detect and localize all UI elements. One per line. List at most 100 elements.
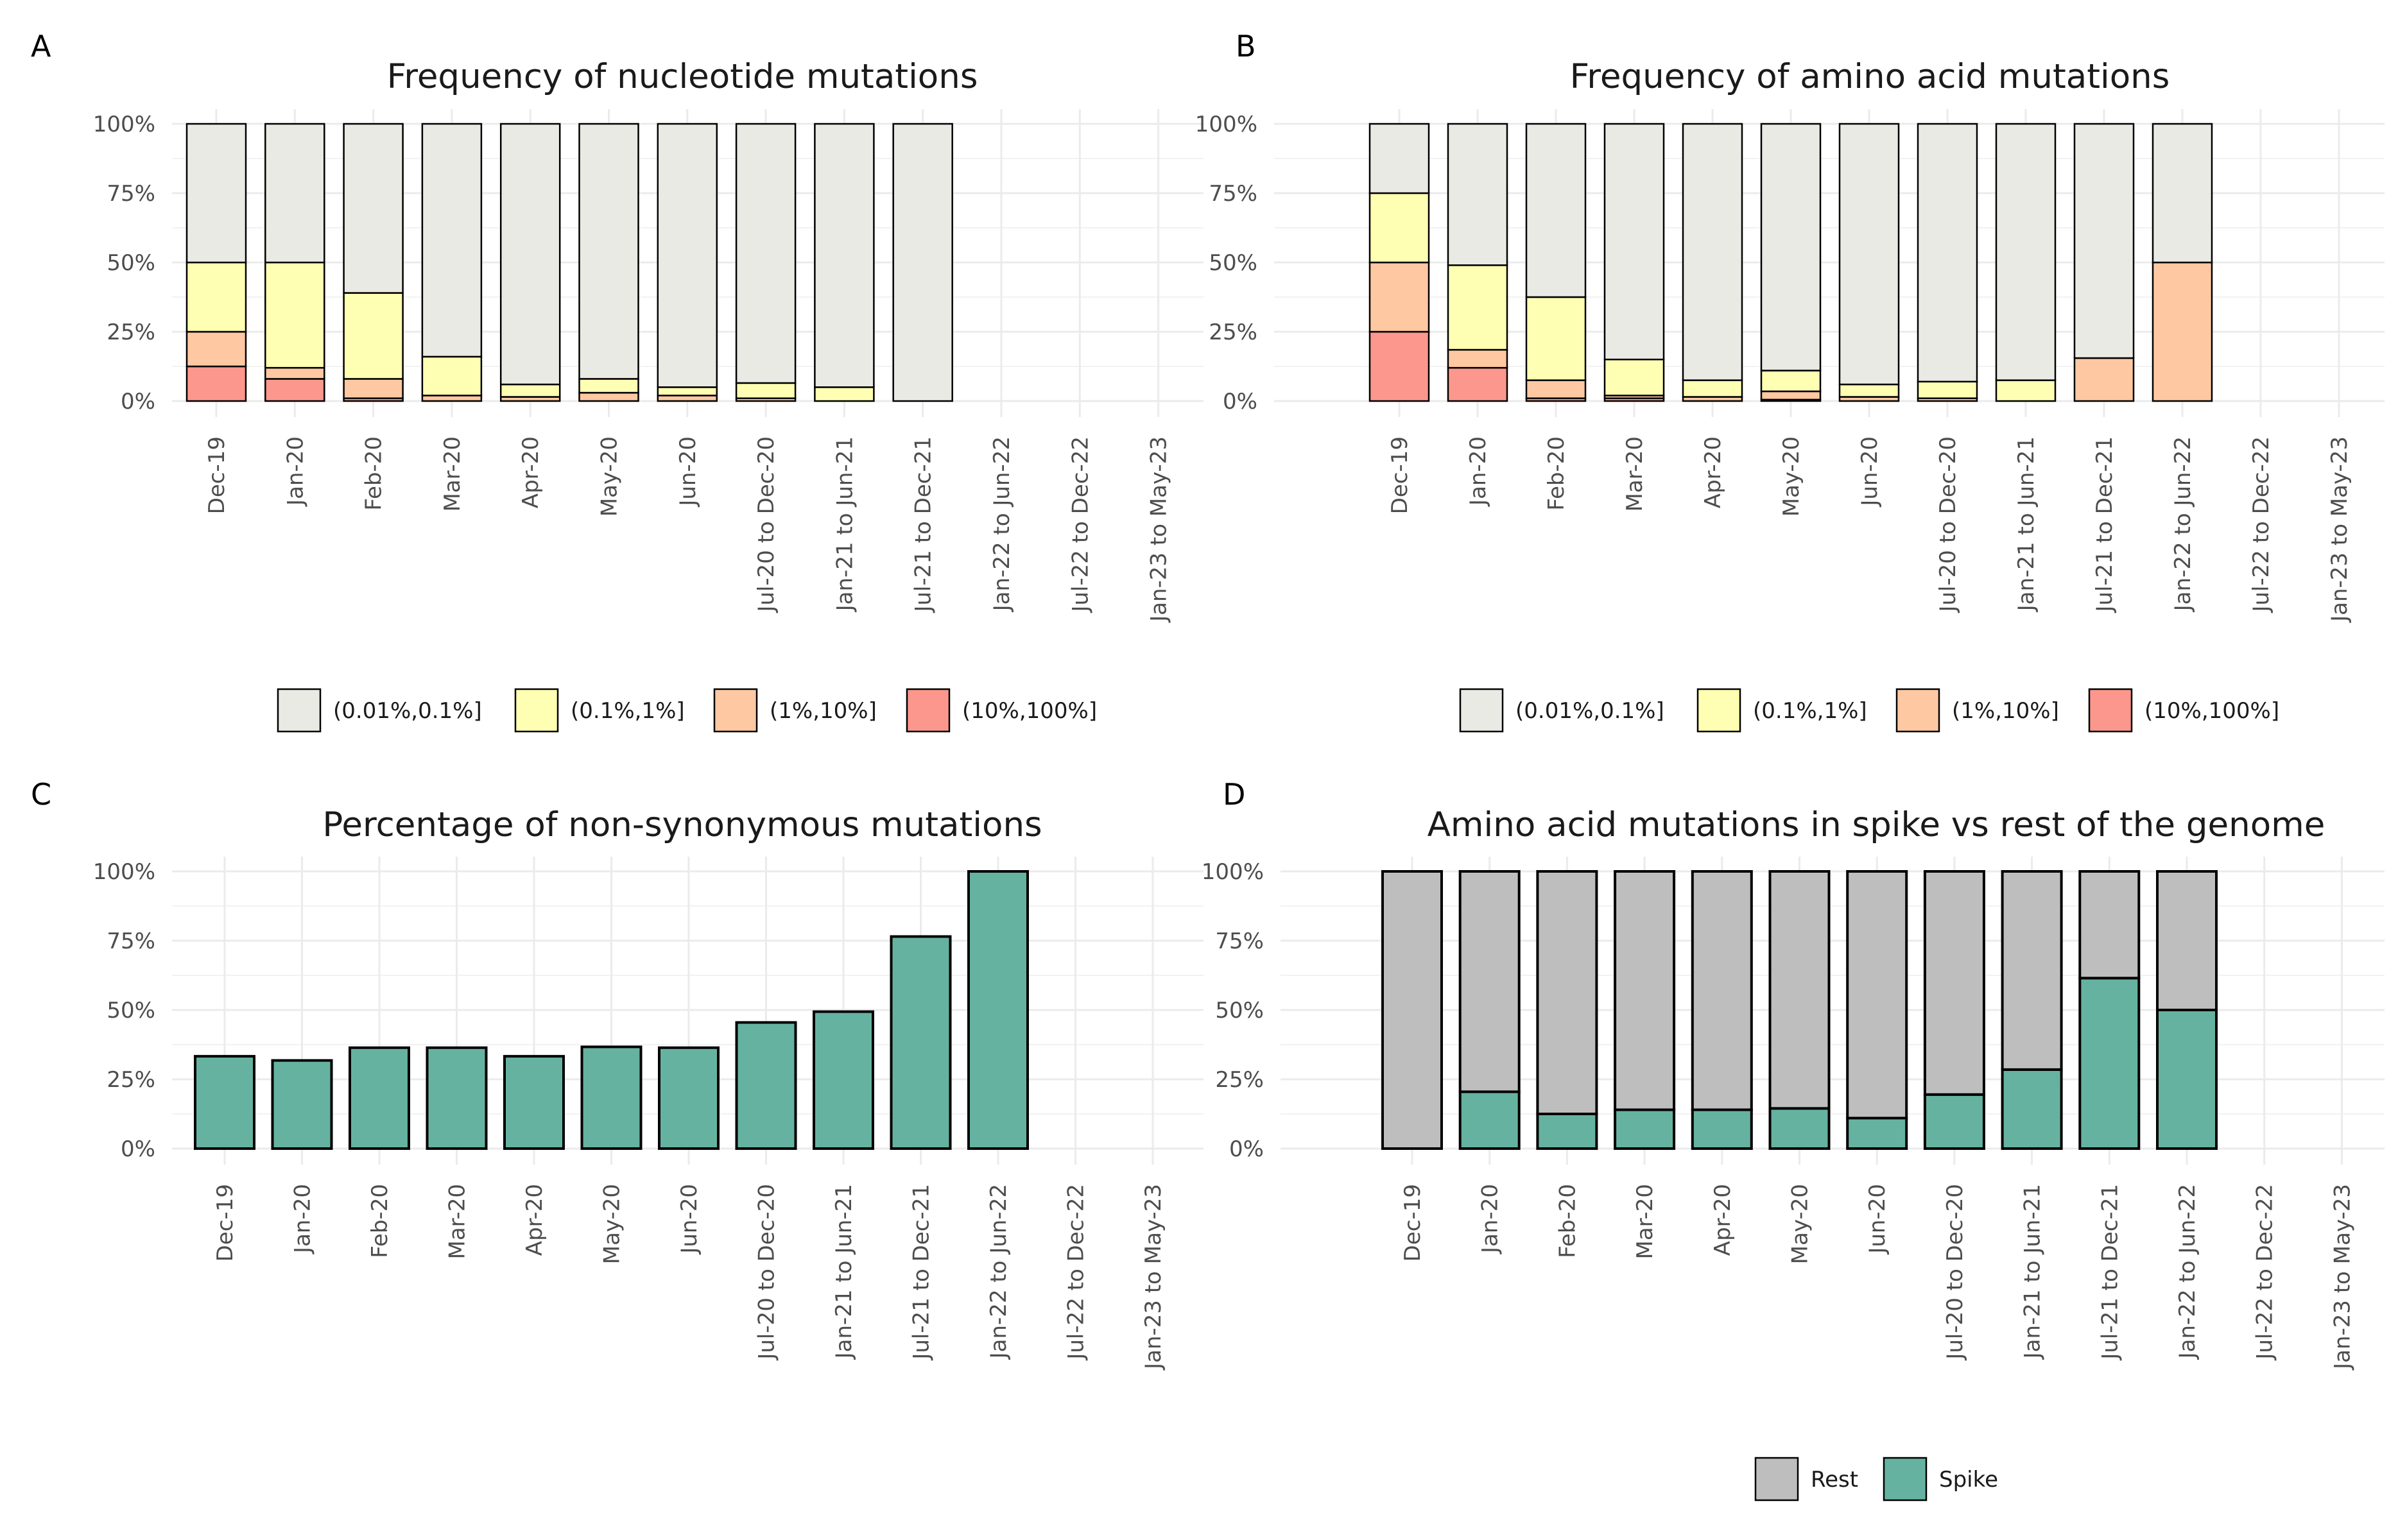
legend-swatch: [1459, 688, 1504, 733]
bar-segment: [1447, 264, 1508, 351]
y-tick-label: 0%: [121, 389, 155, 415]
bar-segment: [1768, 1107, 1831, 1150]
bar-segment: [1603, 358, 1665, 397]
y-tick-label: 75%: [107, 181, 155, 207]
bar-segment: [185, 261, 247, 333]
panel-letter: D: [1223, 777, 1245, 812]
bar-segment: [658, 1046, 720, 1150]
chart-title: Amino acid mutations in spike vs rest of…: [1428, 805, 2325, 844]
bar-segment: [1846, 870, 1908, 1120]
bar-segment: [1614, 1108, 1676, 1151]
bar-segment: [1536, 870, 1598, 1115]
bar-segment: [578, 391, 639, 402]
bar-segment: [1447, 366, 1508, 402]
x-tick-label: Mar-20: [440, 436, 465, 512]
legend: (0.01%,0.1%] (0.1%,1%] (1%,10%] (10%,100%]: [277, 688, 1097, 733]
bar-segment: [1838, 123, 1900, 386]
bar-segment: [343, 292, 404, 380]
x-tick-label: Jan-23 to May-23: [1146, 436, 1172, 623]
legend-label: (1%,10%]: [1952, 698, 2059, 724]
bar-segment: [421, 395, 483, 402]
bar-segment: [813, 1010, 874, 1151]
legend-label: Spike: [1939, 1467, 1998, 1493]
x-tick-label: Jan-21 to Jun-21: [832, 436, 858, 612]
x-tick-label: Jan-21 to Jun-21: [2020, 1184, 2046, 1360]
y-tick-label: 100%: [1202, 859, 1264, 885]
x-tick-label: Jul-21 to Dec-21: [909, 1184, 935, 1361]
legend-label: Rest: [1811, 1467, 1858, 1493]
bar-segment: [2078, 870, 2141, 980]
bar-segment: [2078, 977, 2141, 1150]
bar-segment: [657, 395, 718, 402]
bar-segment: [1760, 390, 1822, 401]
y-tick-label: 50%: [107, 998, 155, 1023]
bar-segment: [1995, 379, 2057, 402]
x-tick-label: Jun-20: [675, 436, 701, 508]
bar-segment: [264, 366, 325, 380]
bar-segment: [1691, 870, 1753, 1111]
bar-segment: [2156, 1009, 2218, 1150]
y-tick-label: 100%: [1195, 112, 1257, 137]
bar-segment: [1447, 348, 1508, 369]
legend-swatch: [2088, 688, 2133, 733]
x-tick-label: Apr-20: [1700, 436, 1726, 508]
legend-swatch: [906, 688, 951, 733]
bar-segment: [271, 1059, 333, 1151]
bar-segment: [499, 123, 561, 386]
x-tick-label: Jul-21 to Dec-21: [2097, 1184, 2123, 1361]
bar-segment: [421, 355, 483, 397]
legend-label: (1%,10%]: [770, 698, 877, 724]
x-tick-label: Jan-22 to Jun-22: [989, 436, 1015, 612]
x-tick-label: Feb-20: [361, 436, 387, 511]
x-tick-label: Mar-20: [1632, 1184, 1658, 1260]
y-tick-label: 75%: [107, 928, 155, 954]
legend: Rest Spike: [1754, 1457, 1998, 1502]
bar-segment: [185, 330, 247, 368]
bars: [1381, 870, 2218, 1151]
bar-segment: [1368, 261, 1430, 333]
x-tick-label: Jan-20: [290, 1184, 316, 1254]
x-tick-label: Jan-21 to Jun-21: [831, 1184, 857, 1360]
bar-segment: [426, 1046, 488, 1150]
x-tick-label: Dec-19: [1400, 1184, 1426, 1262]
legend-swatch: [1754, 1457, 1799, 1502]
x-tick-label: Dec-19: [212, 1184, 238, 1262]
x-tick-label: Jul-22 to Dec-22: [2248, 436, 2274, 613]
x-tick-label: Jun-20: [677, 1184, 702, 1255]
bar-segment: [2152, 261, 2213, 402]
x-tick-label: Jan-22 to Jun-22: [2170, 436, 2196, 612]
bar-segment: [2152, 123, 2213, 264]
bar-segment: [1838, 383, 1900, 398]
bar-segment: [1525, 296, 1587, 381]
bar-segment: [194, 1055, 255, 1151]
bar-segment: [892, 123, 953, 402]
bar-segment: [2073, 123, 2135, 359]
bar-segment: [657, 386, 718, 397]
x-tick-label: Jan-22 to Jun-22: [2175, 1184, 2200, 1360]
bar-segment: [421, 123, 483, 358]
bars: [1368, 123, 2213, 402]
bar-segment: [735, 1021, 797, 1150]
panel-letter: B: [1236, 29, 1256, 64]
y-tick-label: 25%: [107, 320, 155, 345]
bar-segment: [1368, 123, 1430, 194]
bar-segment: [1995, 123, 2057, 381]
bar-segment: [185, 123, 247, 264]
bars: [194, 870, 1029, 1151]
legend-swatch: [1696, 688, 1741, 733]
legend-label: (0.1%,1%]: [571, 698, 685, 724]
legend-swatch: [514, 688, 559, 733]
legend-swatch: [1883, 1457, 1928, 1502]
x-tick-label: Dec-19: [204, 436, 230, 514]
bar-segment: [578, 123, 639, 380]
chart-title: Frequency of amino acid mutations: [1570, 57, 2170, 96]
x-tick-label: Mar-20: [1622, 436, 1648, 512]
x-tick-label: Jul-21 to Dec-21: [2092, 436, 2118, 613]
x-tick-label: Apr-20: [522, 1184, 548, 1256]
panel-letter: A: [31, 29, 51, 64]
bar-segment: [735, 123, 797, 384]
panel-d-chart: D Amino acid mutations in spike vs rest o…: [1202, 777, 2385, 1502]
legend-label: (10%,100%]: [2144, 698, 2279, 724]
bar-segment: [2073, 357, 2135, 402]
